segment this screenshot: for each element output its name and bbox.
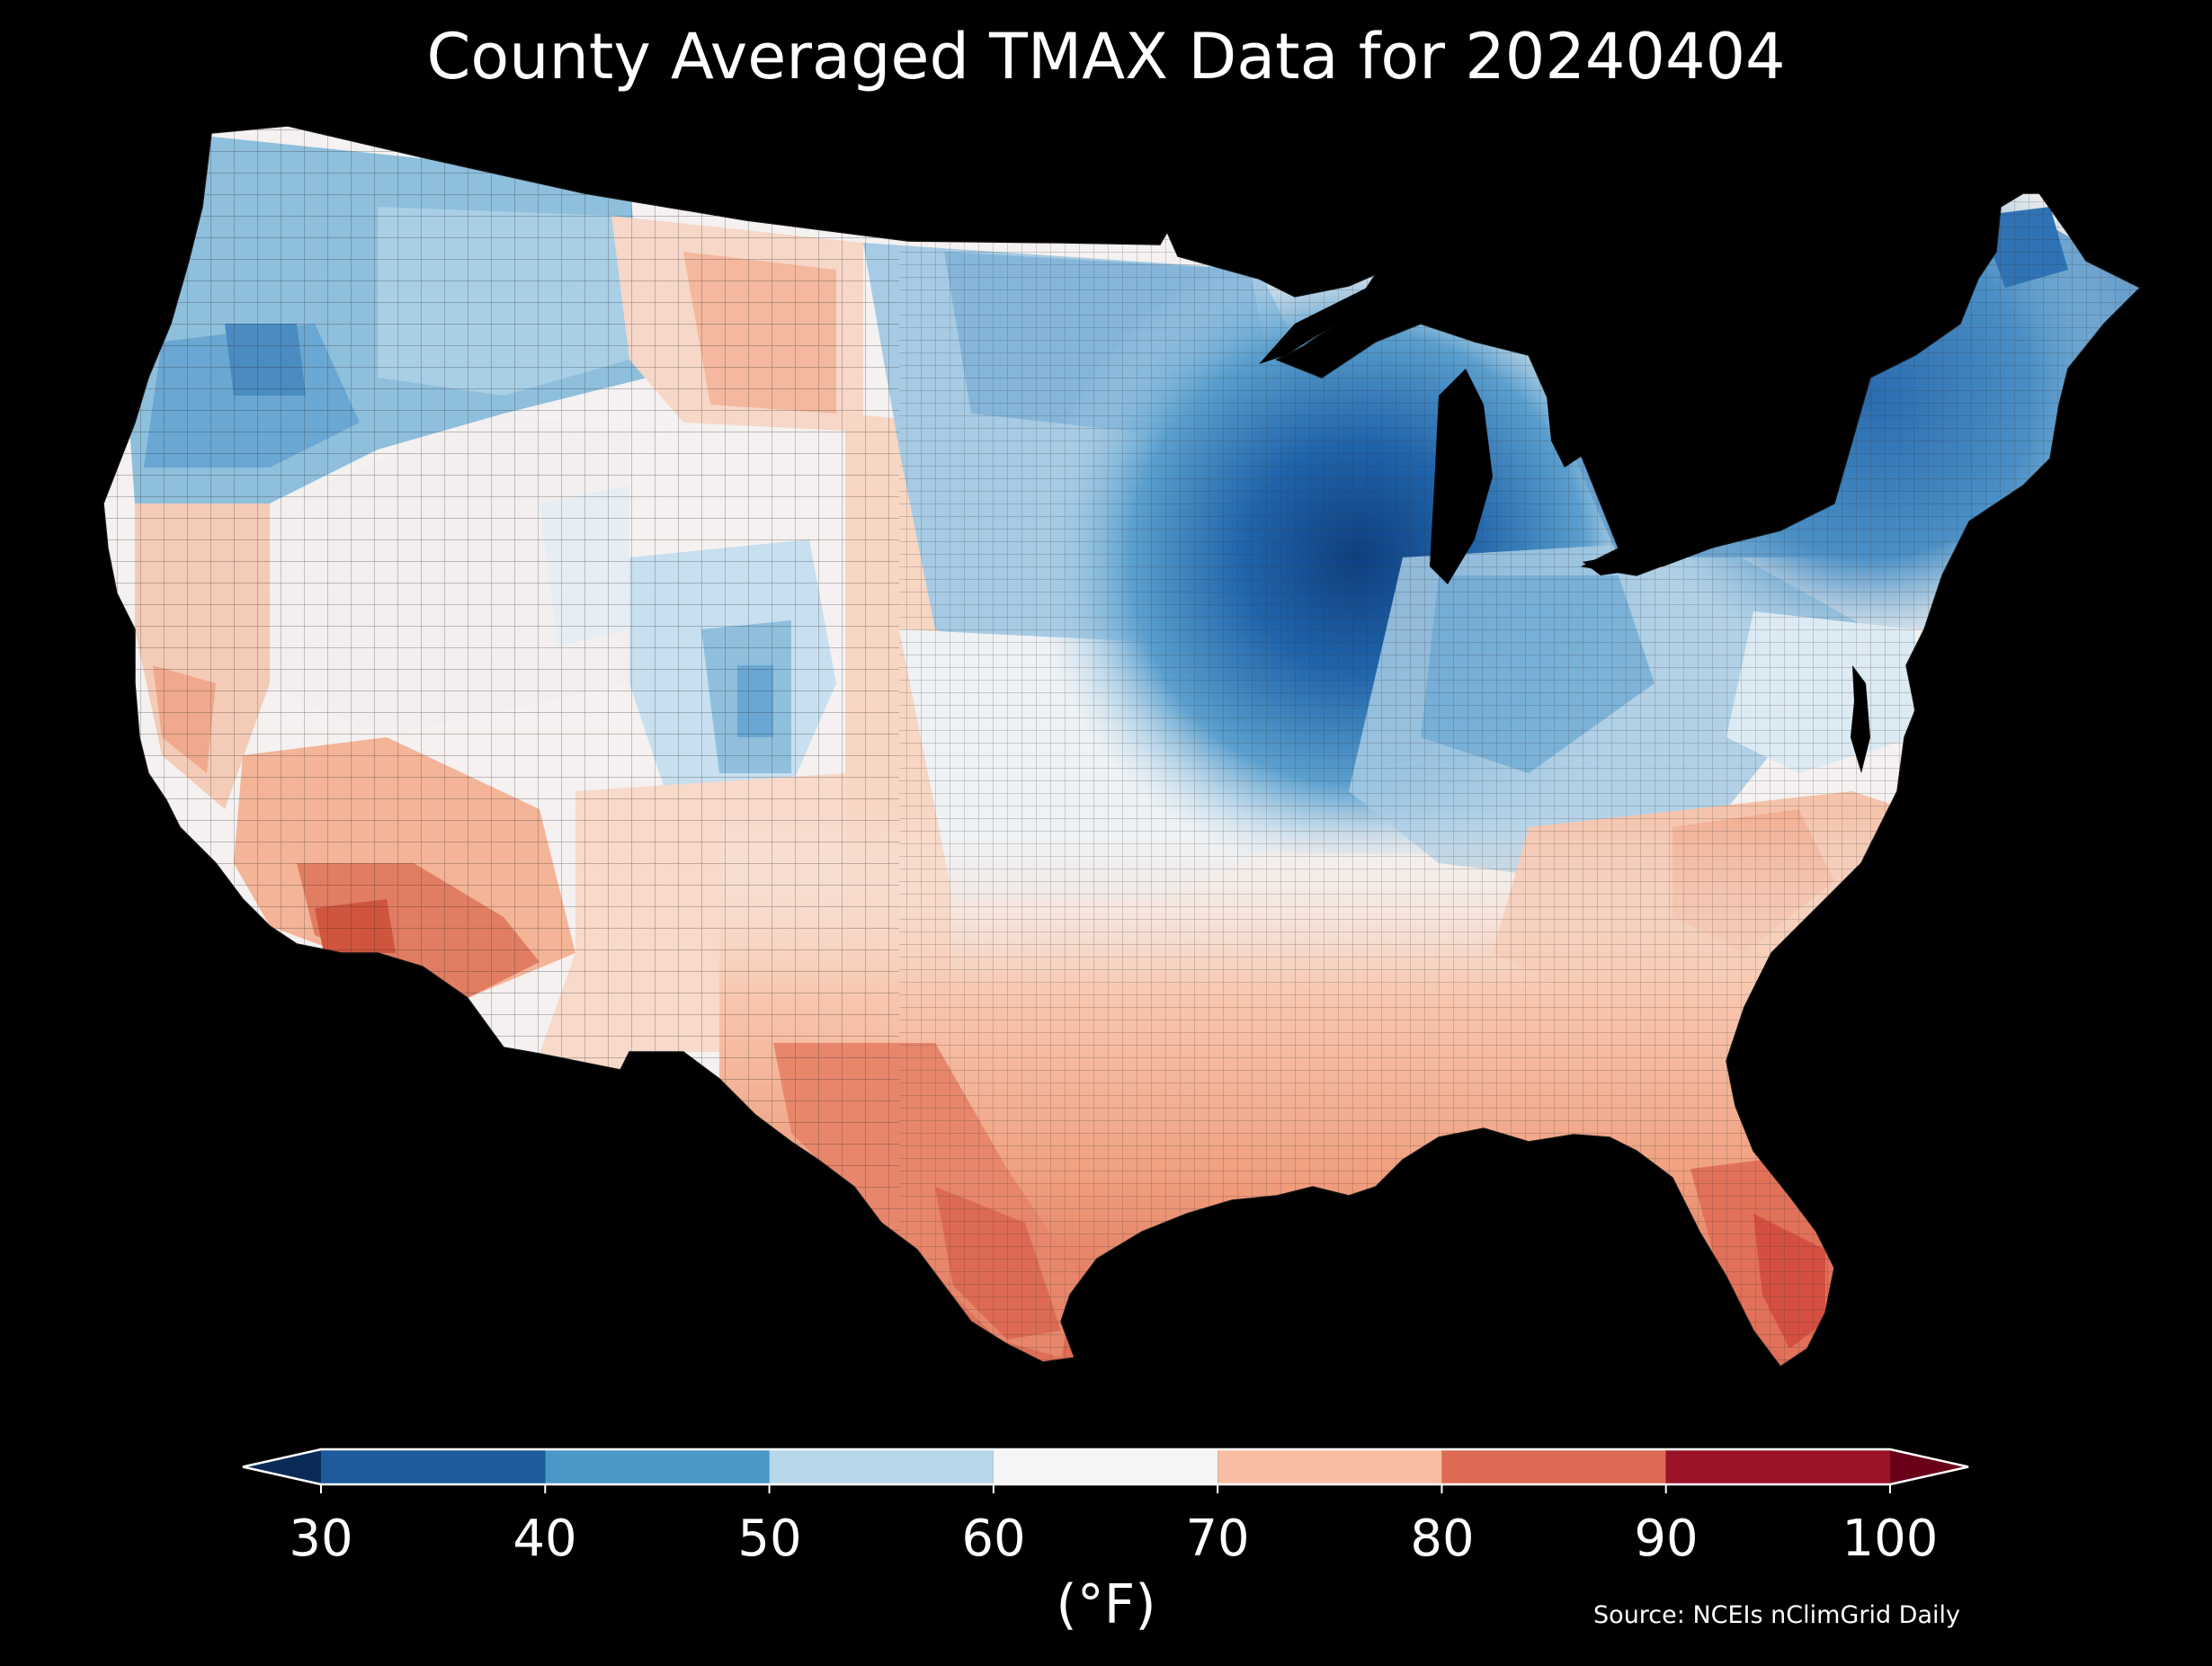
source-credit: Source: NCEIs nClimGrid Daily <box>1593 1601 1960 1629</box>
colorbar-bin <box>545 1449 770 1484</box>
lake-superior <box>1259 279 1385 364</box>
lake-erie <box>1583 530 1735 575</box>
colorbar-extend-min <box>243 1449 321 1484</box>
colorbar-tick-label: 60 <box>961 1510 1026 1568</box>
colorbar-tick-label: 50 <box>737 1510 802 1568</box>
chesapeake-bay <box>1851 665 1870 773</box>
colorbar-bin <box>1665 1449 1890 1484</box>
colorbar-tick-label: 80 <box>1410 1510 1475 1568</box>
colorbar-bin <box>1217 1449 1442 1484</box>
colorbar-tick-label: 30 <box>289 1510 353 1568</box>
colorbar-unit-label: (°F) <box>1056 1573 1156 1636</box>
colorbar-bin <box>1441 1449 1666 1484</box>
colorbar-bin <box>993 1449 1218 1484</box>
colorbar-bin <box>769 1449 994 1484</box>
colorbar-tick-label: 70 <box>1185 1510 1250 1568</box>
colorbar-bin <box>321 1449 546 1484</box>
colorbar-extend-max <box>1890 1449 1968 1484</box>
map-title: County Averaged TMAX Data for 20240404 <box>426 20 1786 94</box>
colorbar-tick-label: 40 <box>513 1510 577 1568</box>
colorbar-tick-label: 100 <box>1842 1510 1939 1568</box>
colorbar-tick-label: 90 <box>1634 1510 1699 1568</box>
lake-michigan <box>1430 369 1493 584</box>
lake-huron <box>1547 360 1601 468</box>
